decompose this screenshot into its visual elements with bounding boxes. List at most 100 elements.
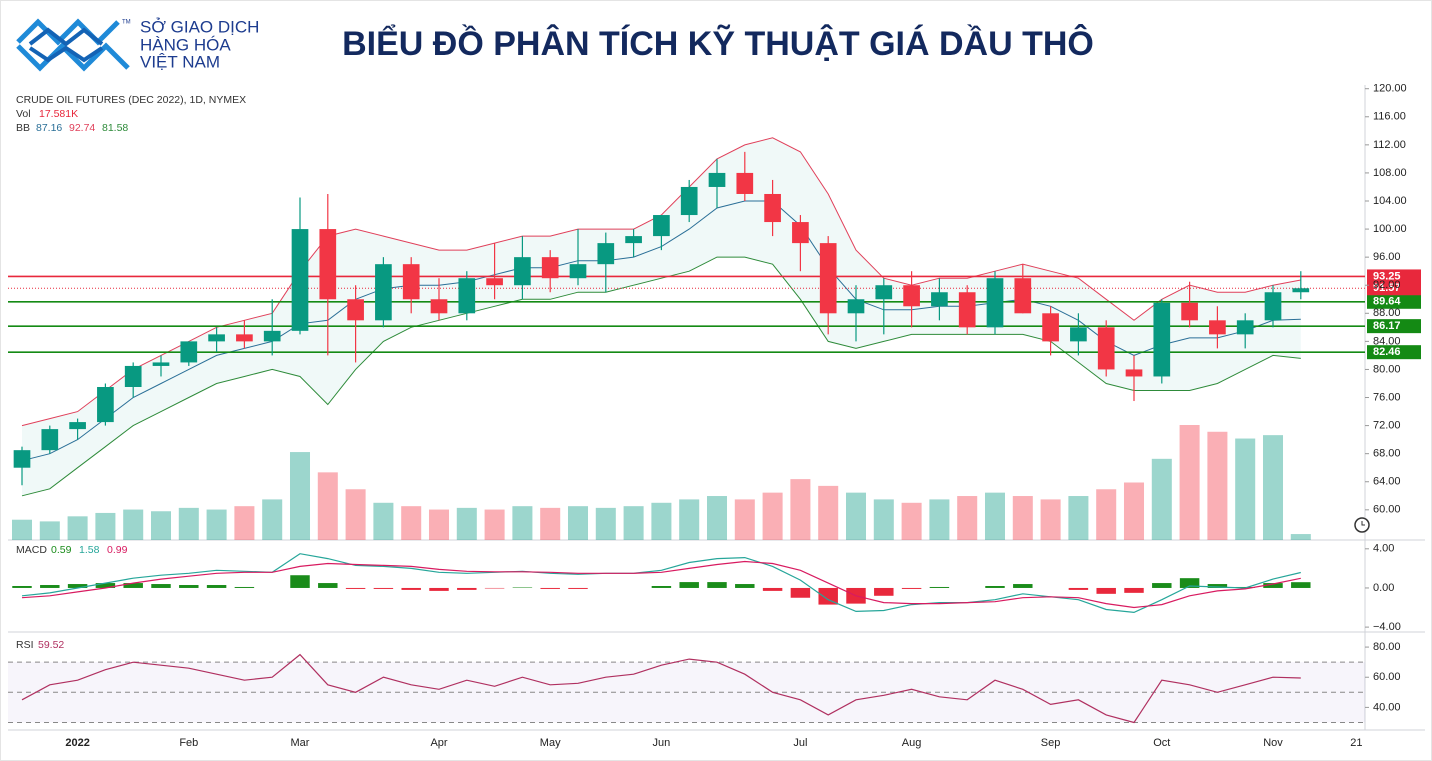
x-tick-label: Oct (1153, 737, 1170, 749)
candle-body (347, 299, 364, 321)
level-label: 93.25 (1373, 270, 1401, 282)
macd-histogram-bar (901, 587, 922, 589)
candle-body (875, 285, 893, 300)
logo-text: HÀNG HÓA (140, 35, 231, 54)
y-tick-label: 64.00 (1373, 476, 1401, 488)
candle-body (903, 285, 920, 307)
candle-body (402, 264, 420, 300)
macd-signal-last: 0.99 (107, 544, 128, 556)
x-tick-label: Sep (1041, 737, 1061, 749)
level-label-bg (1367, 319, 1421, 334)
bb-name: BB (16, 122, 30, 134)
volume-bar (484, 509, 505, 540)
candle-body (1042, 313, 1059, 342)
y-tick-label: 68.00 (1373, 448, 1401, 460)
candle-body (208, 334, 225, 342)
rsi-line (21, 653, 1301, 724)
logo-zigzag (16, 18, 120, 46)
last-price-bg (1367, 281, 1421, 296)
macd-line (21, 560, 1301, 609)
bb-line (21, 256, 1301, 497)
symbol-title: CRUDE OIL FUTURES (DEC 2022), 1D, NYMEX (16, 94, 246, 106)
macd-histogram-bar (1124, 587, 1144, 593)
y-tick-label: 104.00 (1373, 195, 1407, 207)
logo-text: SỞ GIAO DỊCH (140, 17, 259, 36)
macd-histogram-bar (874, 587, 894, 596)
candle-body (180, 341, 198, 363)
y-tick-label: 88.00 (1373, 307, 1401, 319)
candle-body (41, 429, 59, 451)
y-tick-label: 76.00 (1373, 391, 1401, 403)
volume-bar (262, 499, 283, 540)
candle-body (1125, 369, 1143, 377)
macd-histogram-bar (179, 585, 199, 588)
x-tick-label: Apr (430, 737, 447, 749)
y-tick-label: 0.00 (1373, 582, 1394, 594)
macd-histogram-bar (373, 587, 394, 589)
candle-body (764, 193, 781, 223)
macd-histogram-bar (457, 587, 477, 590)
level-label-bg (1367, 269, 1421, 284)
level-label: 82.46 (1373, 346, 1401, 358)
macd-histogram-bar (1263, 583, 1283, 588)
volume-bar (150, 511, 172, 540)
x-tick-label: Feb (179, 737, 198, 749)
x-tick-label: 21 (1350, 737, 1362, 749)
macd-histogram-bar (40, 585, 60, 588)
candle-body (1292, 288, 1310, 293)
candle-body (13, 450, 31, 468)
volume-bar (623, 506, 644, 540)
volume-bar (929, 499, 950, 540)
rsi-name: RSI (16, 639, 34, 651)
candle-body (1236, 320, 1254, 335)
volume-bar (1179, 425, 1200, 540)
macd-histogram-bar (123, 583, 143, 588)
candle-body (792, 222, 809, 244)
candle-body (708, 172, 726, 187)
volume-bar (1012, 496, 1033, 540)
y-tick-label: 60.00 (1373, 504, 1401, 516)
y-tick-label: 96.00 (1373, 251, 1401, 263)
volume-bar (234, 506, 255, 540)
macd-histogram-bar (1179, 578, 1200, 588)
candle-body (97, 386, 114, 423)
macd-histogram-bar (1207, 584, 1228, 588)
x-tick-label: Aug (902, 737, 922, 749)
macd-histogram-bar (345, 587, 366, 589)
volume-bar (123, 509, 144, 540)
macd-histogram-bar (540, 587, 560, 589)
macd-histogram-bar (1291, 582, 1311, 588)
candle-body (1209, 320, 1226, 335)
macd-histogram-bar (1152, 583, 1172, 588)
macd-histogram-bar (1068, 587, 1089, 590)
candle-body (152, 362, 170, 366)
page-title: BIỂU ĐỒ PHÂN TÍCH KỸ THUẬT GIÁ DẦU THÔ (342, 24, 1094, 63)
volume-bar (373, 502, 394, 540)
macd-histogram-bar (790, 587, 811, 598)
candle-body (653, 215, 670, 237)
volume-bar (901, 502, 922, 540)
macd-histogram-bar (1013, 584, 1033, 588)
y-tick-label: 108.00 (1373, 167, 1407, 179)
volume-bar (706, 496, 728, 540)
x-tick-label: May (540, 737, 561, 749)
macd-histogram-bar (234, 586, 255, 588)
candle-body (486, 278, 503, 286)
logo-zigzag (16, 42, 130, 72)
volume-bar (540, 507, 561, 540)
candle-body (514, 257, 531, 286)
macd-histogram-bar (985, 586, 1005, 588)
y-tick-label: 4.00 (1373, 543, 1394, 555)
volume-bar (95, 512, 116, 540)
y-tick-label: −4.00 (1373, 621, 1401, 633)
candle-body (986, 278, 1004, 328)
macd-histogram-bar (1096, 587, 1116, 594)
candle-body (1070, 327, 1087, 342)
candle-body (69, 422, 86, 430)
volume-bar (345, 489, 366, 540)
macd-histogram-bar (95, 583, 116, 588)
macd-histogram-bar (290, 575, 310, 588)
